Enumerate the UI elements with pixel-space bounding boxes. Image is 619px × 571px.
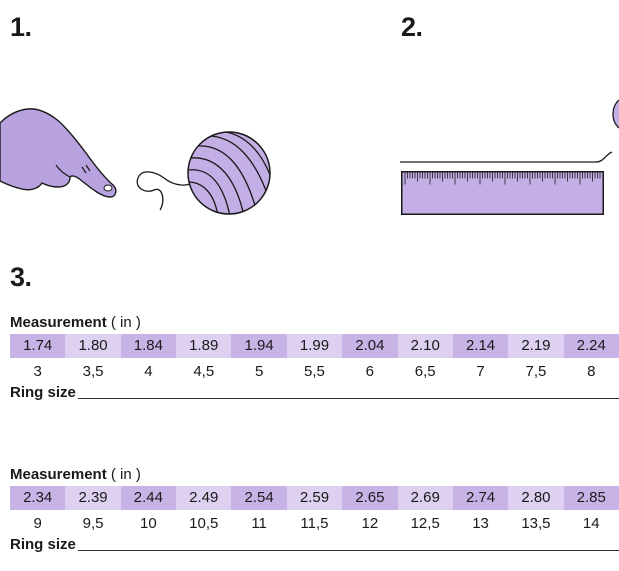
ring-size-underline (78, 550, 619, 551)
ring-size-cell: 5,5 (304, 363, 325, 380)
measurement-cell: 2.14 (452, 334, 509, 358)
measurement-cell: 2.19 (508, 334, 564, 358)
measurement-cell: 1.74 (10, 334, 66, 358)
pointing-hand-icon (0, 108, 117, 198)
measurement-cell: 2.65 (342, 486, 398, 510)
measurement-cell: 1.89 (176, 334, 232, 358)
ring-size-cell: 8 (587, 363, 596, 380)
ring-size-cell: 9 (33, 515, 42, 532)
ring-size-cell: 11 (251, 515, 267, 532)
ring-size-row: 3 3,5 4 4,5 5 5,5 6 6,5 7 7,5 8 (10, 360, 619, 384)
measurement-cell: 2.80 (508, 486, 564, 510)
ring-size-cell: 4 (144, 363, 153, 380)
measurement-label: Measurement (10, 466, 107, 483)
measurement-cell: 1.80 (65, 334, 121, 358)
ring-size-cell: 12 (361, 515, 379, 532)
measurement-cell: 2.44 (120, 486, 177, 510)
ring-size-underline (78, 398, 619, 399)
measurement-row: 1.74 1.80 1.84 1.89 1.94 1.99 2.04 2.10 … (10, 334, 619, 358)
ring-size-cell: 10 (140, 515, 157, 532)
ring-size-cell: 6,5 (414, 363, 436, 380)
ring-size-cell: 13,5 (521, 515, 551, 532)
ring-size-cell: 3,5 (82, 363, 104, 380)
ring-size-cell: 9,5 (82, 515, 104, 532)
ring-size-cell: 11,5 (300, 515, 329, 532)
ring-size-label: Ring size (10, 384, 76, 401)
ruler-icon (401, 171, 604, 215)
ring-size-cell: 6 (365, 363, 374, 380)
measurement-cell: 2.49 (176, 486, 232, 510)
ring-size-cell: 5 (254, 363, 264, 380)
ring-size-cell: 7 (476, 363, 485, 380)
measuring-string-icon (400, 99, 619, 163)
measurement-cell: 2.10 (397, 334, 453, 358)
ring-size-cell: 3 (33, 363, 42, 380)
measurement-label: Measurement (10, 314, 107, 331)
measurement-cell: 1.94 (231, 334, 287, 358)
measurement-cell: 2.59 (286, 486, 343, 510)
ring-size-cell: 12,5 (410, 515, 440, 532)
step-2-number: 2. (401, 12, 423, 42)
measurement-cell: 1.99 (286, 334, 343, 358)
measurement-cell: 2.85 (563, 486, 619, 510)
step-3-number: 3. (10, 262, 32, 292)
ring-size-cell: 4,5 (193, 363, 215, 380)
measurement-cell: 2.34 (10, 486, 66, 510)
measurement-cell: 2.24 (563, 334, 619, 358)
measurement-row: 2.34 2.39 2.44 2.49 2.54 2.59 2.65 2.69 … (10, 486, 619, 510)
ring-size-label-row: Ring size (10, 536, 619, 554)
unit-label: ( in ) (110, 314, 141, 331)
yarn-ball-icon (187, 131, 271, 215)
yarn-string-icon (136, 171, 199, 211)
size-table-2: Measurement ( in ) 2.34 2.39 2.44 2.49 2… (10, 466, 619, 554)
ring-size-cell: 10,5 (189, 515, 219, 532)
measurement-cell: 2.04 (342, 334, 398, 358)
ring-size-cell: 7,5 (525, 363, 547, 380)
measurement-cell: 2.54 (231, 486, 287, 510)
measurement-cell: 2.69 (397, 486, 453, 510)
ring-size-label: Ring size (10, 536, 76, 553)
unit-label: ( in ) (110, 466, 141, 483)
ring-size-cell: 14 (582, 515, 600, 532)
table-title: Measurement ( in ) (10, 466, 619, 484)
table-title: Measurement ( in ) (10, 314, 619, 332)
size-table-1: Measurement ( in ) 1.74 1.80 1.84 1.89 1… (10, 314, 619, 402)
ring-size-row: 9 9,5 10 10,5 11 11,5 12 12,5 13 13,5 14 (10, 512, 619, 536)
ring-size-label-row: Ring size (10, 384, 619, 402)
measurement-cell: 2.39 (65, 486, 121, 510)
measurement-cell: 2.74 (452, 486, 509, 510)
measurement-cell: 1.84 (120, 334, 177, 358)
step-1-number: 1. (10, 12, 32, 42)
ring-size-cell: 13 (472, 515, 489, 532)
